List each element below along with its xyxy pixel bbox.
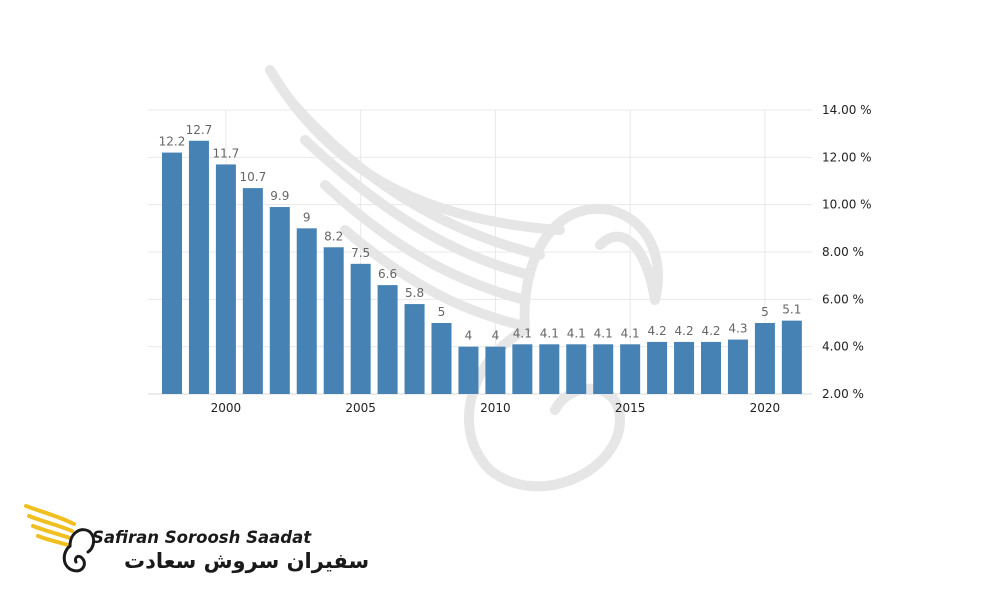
data-label-1998: 12.2 xyxy=(159,135,186,149)
data-label-2003: 9 xyxy=(303,210,311,224)
data-label-2005: 7.5 xyxy=(351,246,370,260)
data-label-2014: 4.1 xyxy=(594,326,613,340)
data-label-2017: 4.2 xyxy=(675,324,694,338)
bar-1998 xyxy=(162,152,182,394)
y-axis: 2.00 % 4.00 % 6.00 % 8.00 % 10.00 % 12.00 % 14… xyxy=(822,103,872,401)
x-tick-label: 2005 xyxy=(345,401,376,415)
data-label-2000: 11.7 xyxy=(213,146,240,160)
bar-2013 xyxy=(566,344,587,394)
bar-2001 xyxy=(242,188,263,394)
x-axis: 2000 2005 2010 2015 2020 xyxy=(211,401,781,415)
bar-2015 xyxy=(620,344,641,394)
bar-2003 xyxy=(296,228,317,394)
data-label-2009: 4 xyxy=(465,329,473,343)
y-tick-label: 4.00 % xyxy=(822,340,864,354)
bar-2010 xyxy=(485,346,506,394)
logo-text-latin: Safiran Soroosh Saadat xyxy=(92,528,312,547)
bar-2020 xyxy=(754,323,775,394)
data-label-2019: 4.3 xyxy=(728,322,747,336)
bar-2018 xyxy=(701,341,721,394)
data-label-2013: 4.1 xyxy=(567,326,586,340)
bar-2006 xyxy=(377,285,398,394)
data-label-2015: 4.1 xyxy=(621,326,640,340)
y-tick-label: 12.00 % xyxy=(822,150,872,164)
watermark-bird-logo xyxy=(265,65,663,492)
bar-2004 xyxy=(323,247,344,394)
data-label-2012: 4.1 xyxy=(540,326,559,340)
data-label-2007: 5.8 xyxy=(405,286,424,300)
company-logo: Safiran Soroosh Saadat سفیران سروش سعادت xyxy=(24,494,369,584)
bar-2007 xyxy=(404,304,425,394)
y-tick-label: 10.00 % xyxy=(822,198,872,212)
data-label-2021: 5.1 xyxy=(782,303,801,317)
bar-2021 xyxy=(781,320,802,394)
bar-2011 xyxy=(512,344,533,394)
data-label-2010: 4 xyxy=(492,329,500,343)
data-label-2002: 9.9 xyxy=(270,189,289,203)
logo-text-persian: سفیران سروش سعادت xyxy=(124,549,370,573)
y-tick-label: 14.00 % xyxy=(822,103,872,117)
bar-2016 xyxy=(647,341,668,394)
y-tick-label: 2.00 % xyxy=(822,387,864,401)
bar-2019 xyxy=(727,339,748,394)
data-label-2020: 5 xyxy=(761,305,769,319)
y-tick-label: 6.00 % xyxy=(822,292,864,306)
data-label-1999: 12.7 xyxy=(186,123,213,137)
bar-2014 xyxy=(593,344,614,394)
data-label-2001: 10.7 xyxy=(239,170,266,184)
data-label-2004: 8.2 xyxy=(324,229,343,243)
bars xyxy=(162,140,802,394)
bar-2012 xyxy=(539,344,560,394)
bar-2002 xyxy=(269,207,290,394)
x-tick-label: 2010 xyxy=(480,401,511,415)
bar-2009 xyxy=(458,346,479,394)
data-labels: 12.212.711.7 10.7 9.9 9 8.2 7.5 6.6 5.8 5 4 4 4.1 4.… xyxy=(159,123,802,343)
bar-2000 xyxy=(215,164,236,394)
bird-logo-icon xyxy=(24,504,96,573)
bar-1999 xyxy=(188,140,209,394)
bar-2017 xyxy=(674,341,695,394)
data-label-2011: 4.1 xyxy=(513,326,532,340)
data-label-2018: 4.2 xyxy=(701,324,720,338)
x-tick-label: 2020 xyxy=(750,401,781,415)
data-label-2016: 4.2 xyxy=(648,324,667,338)
x-tick-label: 2015 xyxy=(615,401,646,415)
bar-2005 xyxy=(350,263,371,394)
bar-2008 xyxy=(431,323,452,394)
data-label-2008: 5 xyxy=(438,305,446,319)
x-tick-label: 2000 xyxy=(211,401,242,415)
y-tick-label: 8.00 % xyxy=(822,245,864,259)
data-label-2006: 6.6 xyxy=(378,267,397,281)
